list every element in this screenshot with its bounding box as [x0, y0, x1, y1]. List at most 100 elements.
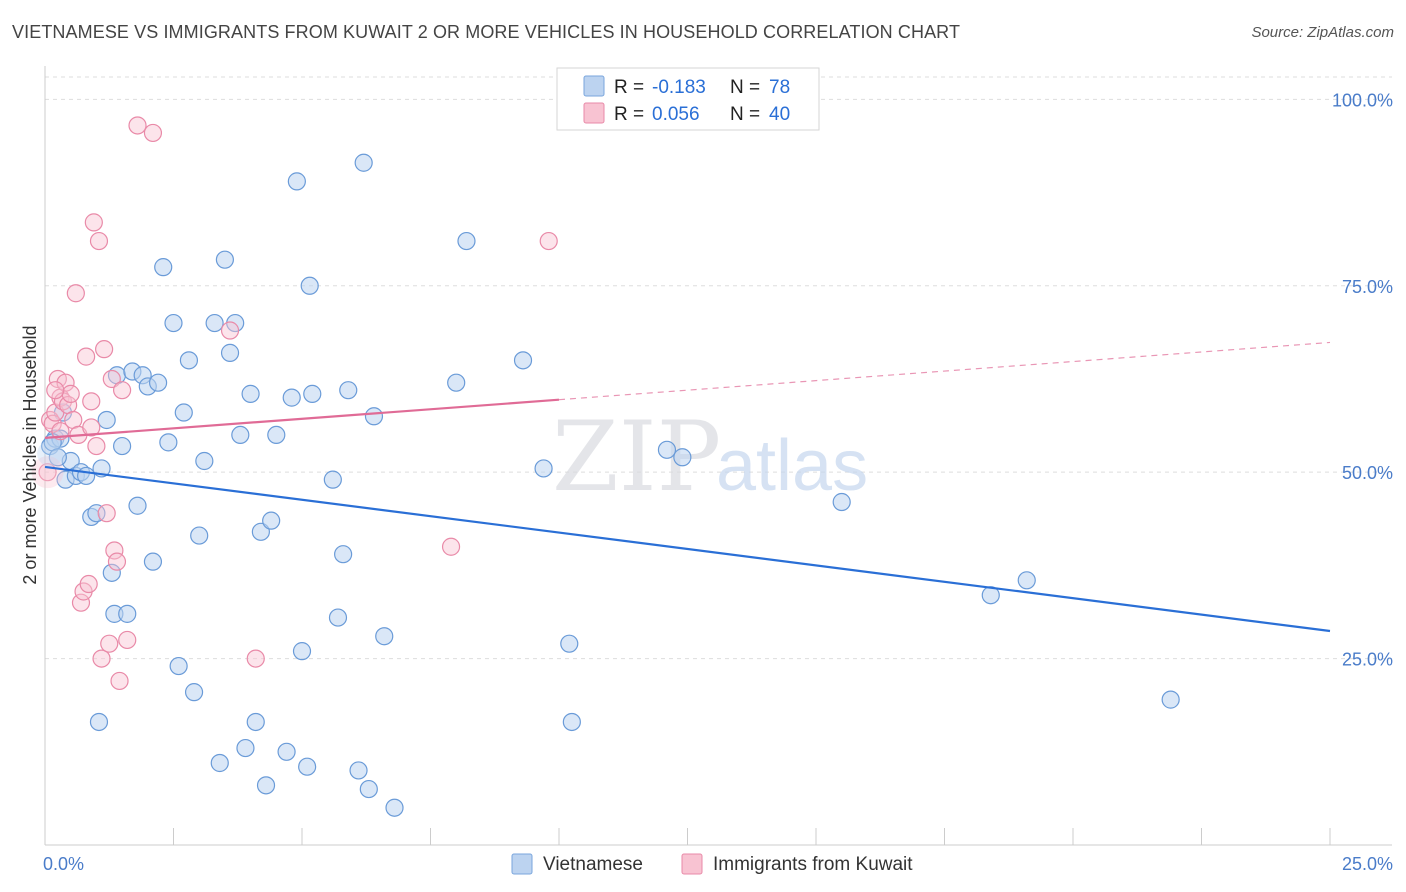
vietnamese-point [328, 608, 348, 627]
vietnamese-point [298, 757, 317, 776]
source-label: Source: ZipAtlas.com [1251, 24, 1394, 41]
vietnamese-point [447, 373, 466, 392]
vietnamese-point [349, 761, 368, 780]
vietnamese-point [323, 470, 342, 489]
vietnamese-point [560, 634, 579, 653]
kuwait-point [84, 213, 103, 232]
kuwait-point [100, 634, 119, 653]
legend-box: R = -0.183 N = 78 R = 0.056 N = 40 [556, 67, 820, 131]
trend-line-kuwait [44, 398, 560, 439]
vietnamese-point [300, 276, 319, 295]
vietnamese-point [154, 258, 173, 277]
vietnamese-point [277, 742, 296, 761]
kuwait-point [56, 373, 75, 392]
watermark-atlas: atlas [716, 426, 868, 506]
kuwait-point [43, 414, 62, 433]
vietnamese-point [562, 712, 581, 732]
kuwait-point [95, 340, 114, 359]
legend-swatch-vietnamese [583, 75, 605, 97]
kuwait-point [143, 123, 163, 143]
kuwait-point [97, 504, 116, 523]
vietnamese-point [48, 448, 67, 467]
vietnamese-point [292, 642, 312, 661]
kuwait-point [118, 630, 137, 650]
vietnamese-point [215, 250, 234, 269]
kuwait-point [220, 321, 240, 340]
kuwait-point [71, 593, 91, 612]
vietnamese-point [673, 448, 692, 467]
y-tick-label: 75.0% [1342, 277, 1393, 297]
legend-r-value-1: -0.183 [652, 77, 706, 98]
kuwait-point [82, 418, 101, 437]
bottom-legend-label-vietnamese: Vietnamese [543, 854, 643, 875]
kuwait-point [61, 384, 80, 403]
kuwait-point [87, 436, 106, 456]
vietnamese-point [77, 466, 96, 486]
kuwait-point [82, 392, 101, 411]
vietnamese-point [169, 656, 188, 676]
y-axis-label: 2 or more Vehicles in Household [20, 325, 40, 584]
vietnamese-point [513, 351, 533, 370]
vietnamese-point [256, 776, 276, 795]
vietnamese-point [241, 384, 260, 403]
legend-r-label-2: R = [614, 104, 644, 125]
kuwait-point [92, 649, 111, 668]
vietnamese-point [205, 313, 224, 333]
kuwait-point [246, 649, 265, 668]
legend-swatch-kuwait [583, 102, 605, 124]
bottom-legend-swatch-kuwait [681, 853, 703, 875]
vietnamese-point [246, 712, 265, 732]
kuwait-point [89, 231, 109, 251]
vietnamese-point [184, 683, 204, 702]
kuwait-point [107, 552, 127, 571]
legend-n-value-1: 78 [769, 77, 790, 98]
vietnamese-point [1161, 690, 1180, 709]
kuwait-point [66, 284, 85, 303]
kuwait-point [110, 671, 129, 691]
vietnamese-point-large [37, 440, 64, 467]
vietnamese-point [97, 410, 116, 430]
vietnamese-point [457, 231, 476, 251]
kuwait-point [46, 381, 65, 400]
kuwait-point [79, 574, 98, 594]
vietnamese-point [164, 313, 183, 333]
vietnamese-point [118, 604, 137, 623]
vietnamese-point [87, 504, 106, 523]
bottom-legend-label-kuwait: Immigrants from Kuwait [713, 854, 913, 875]
kuwait-point [112, 381, 132, 400]
vietnamese-point [128, 496, 147, 515]
x-tick-label: 0.0% [43, 854, 84, 874]
kuwait-point-large [31, 456, 64, 489]
kuwait-point [105, 541, 124, 560]
vietnamese-point [220, 343, 240, 362]
vietnamese-point [282, 388, 301, 407]
vietnamese-point [1017, 571, 1036, 590]
trend-line-kuwait-dashed [558, 341, 1331, 401]
chart-title: VIETNAMESE VS IMMIGRANTS FROM KUWAIT 2 O… [12, 22, 961, 42]
vietnamese-point [174, 403, 193, 422]
legend-n-label-2: N = [730, 104, 760, 125]
bottom-legend-swatch-vietnamese [511, 853, 533, 875]
vietnamese-point [195, 451, 214, 471]
x-tick-label: 25.0% [1342, 854, 1393, 874]
vietnamese-point [262, 511, 281, 530]
vietnamese-point [364, 407, 384, 426]
vietnamese-point [354, 153, 373, 172]
vietnamese-point [89, 712, 109, 732]
bottom-legend: Vietnamese Immigrants from Kuwait [511, 853, 913, 875]
watermark-zip: ZIP [552, 401, 721, 513]
vietnamese-point [112, 436, 132, 456]
vietnamese-point [385, 798, 404, 817]
vietnamese-point [148, 373, 168, 392]
kuwait-point [77, 347, 96, 366]
vietnamese-point [143, 552, 163, 571]
vietnamese-point [334, 545, 353, 564]
vietnamese-point [102, 563, 121, 582]
legend-r-label-1: R = [614, 77, 644, 98]
legend-n-label-1: N = [730, 77, 760, 98]
vietnamese-point [210, 753, 229, 773]
y-tick-label: 25.0% [1342, 650, 1393, 670]
vietnamese-point [190, 526, 209, 545]
vietnamese-point [251, 522, 270, 541]
